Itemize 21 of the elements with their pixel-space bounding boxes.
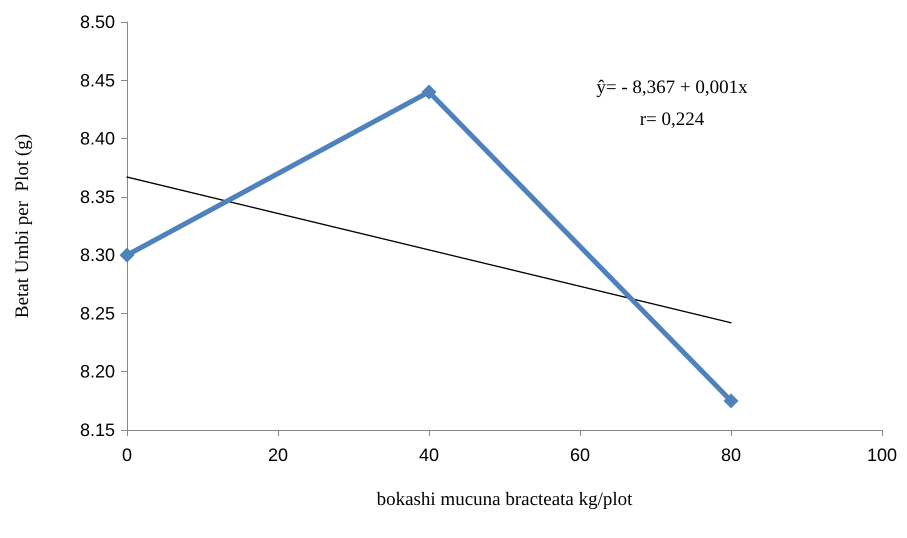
y-tick-label: 8.20: [80, 362, 115, 382]
annotation: r= 0,224: [640, 109, 705, 130]
y-tick-label: 8.25: [80, 303, 115, 324]
y-axis-title: Betat Umbi per Plot (g): [12, 134, 33, 318]
annotation: ŷ= - 8,367 + 0,001x: [596, 77, 748, 98]
x-tick-label: 40: [418, 445, 440, 465]
y-tick-label: 8.15: [80, 420, 115, 440]
y-tick-label: 8.30: [80, 245, 115, 266]
x-tick-label: 60: [570, 445, 590, 465]
x-tick-label: 100: [866, 445, 898, 465]
y-tick-label: 8.45: [80, 70, 115, 90]
x-tick-label: 80: [720, 445, 742, 465]
point: [422, 84, 436, 100]
point: [120, 248, 134, 263]
x-tick-label: 0: [122, 445, 132, 465]
y-tick-label: 8.35: [80, 186, 115, 207]
y-tick-label: 8.50: [80, 12, 115, 32]
x-tick-label: 20: [268, 445, 288, 465]
y-tick-label: 8.40: [80, 128, 115, 149]
x-axis-title: bokashi mucuna bracteata kg/plot: [376, 489, 634, 510]
point: [724, 393, 738, 408]
